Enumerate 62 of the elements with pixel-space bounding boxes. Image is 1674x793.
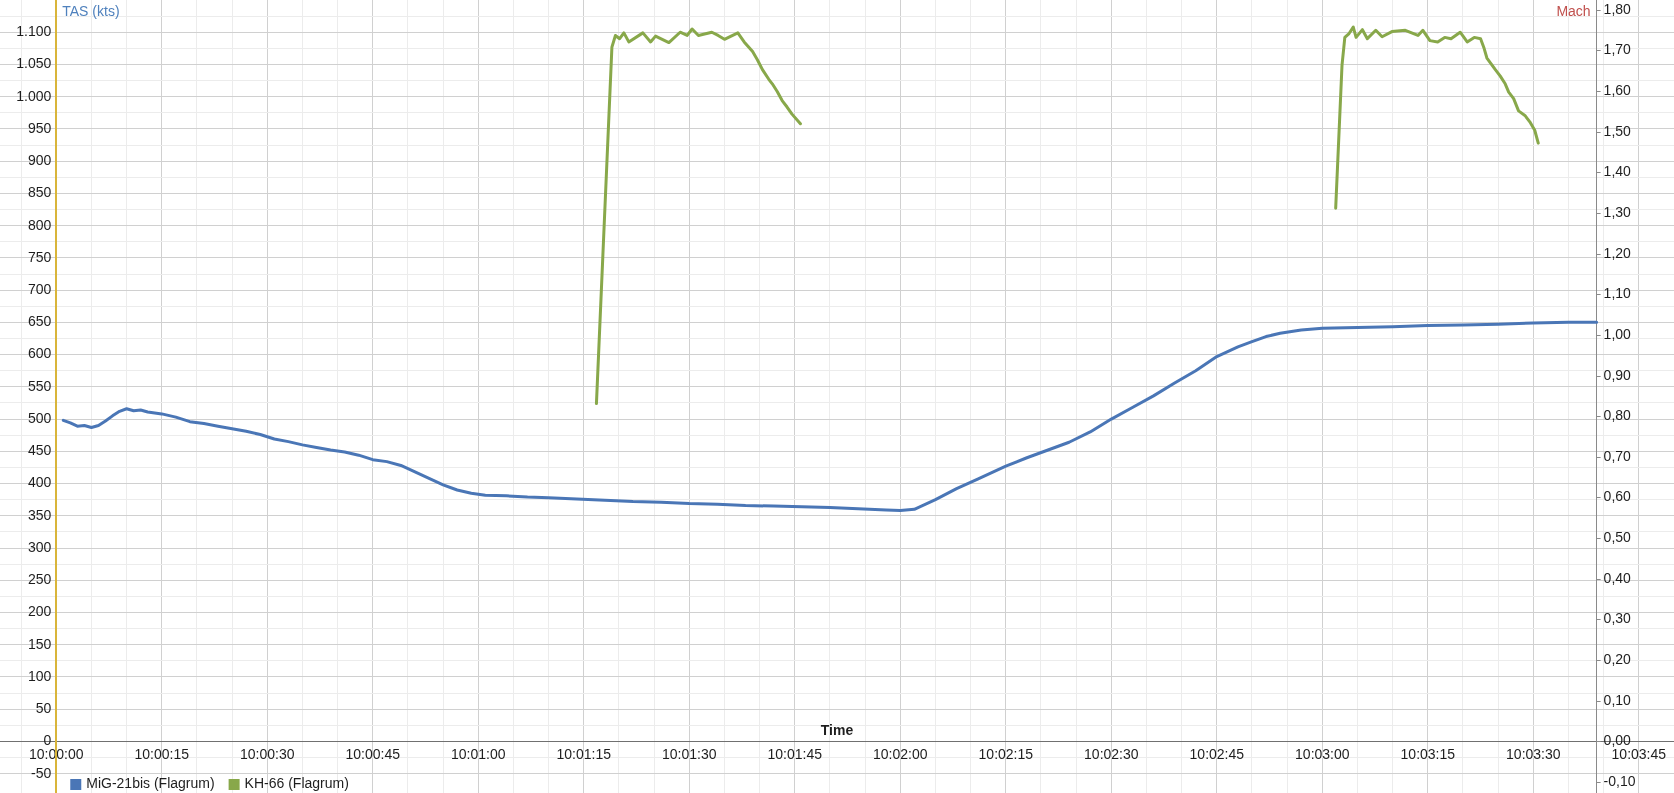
y-tick-label: 300	[27, 538, 52, 555]
y2-tick-label: 1,00	[1603, 326, 1632, 343]
y2-tick-label: 0,60	[1603, 488, 1632, 505]
y-tick-label: 950	[27, 119, 52, 136]
x-tick-label: 10:02:30	[1084, 745, 1139, 762]
y2-tick-label: 1,20	[1603, 245, 1632, 262]
y-tick-label: -50	[31, 764, 52, 781]
y2-tick-label: 0,70	[1603, 448, 1632, 465]
y2-tick-label: 1,10	[1603, 285, 1632, 302]
y-tick-label: 600	[27, 345, 52, 362]
y2-tick-label: 1,50	[1603, 123, 1632, 140]
y-tick-label: 400	[27, 474, 52, 491]
y-tick-label: 650	[27, 313, 52, 330]
x-tick-label: 10:02:15	[978, 745, 1034, 762]
y-tick-label: 1.050	[16, 55, 52, 72]
x-tick-label: 10:03:30	[1506, 745, 1561, 762]
y-tick-label: 1.000	[16, 87, 52, 104]
x-tick-label: 10:03:00	[1295, 745, 1350, 762]
y-tick-label: 250	[27, 571, 52, 588]
y-tick-label: 200	[27, 603, 52, 620]
x-tick-label: 10:00:30	[240, 745, 295, 762]
y-tick-label: 1.100	[16, 23, 52, 40]
x-tick-label: 10:00:45	[345, 745, 401, 762]
y2-tick-label: 0,40	[1603, 570, 1632, 587]
y-tick-label: 50	[35, 700, 52, 717]
y2-tick-label: 1,30	[1603, 204, 1632, 221]
y-tick-label: 800	[27, 216, 52, 233]
y2-tick-label: 0,30	[1603, 610, 1632, 627]
x-tick-label: 10:03:45	[1611, 745, 1667, 762]
y-tick-label: 750	[27, 248, 52, 265]
y-tick-label: 100	[27, 667, 52, 684]
x-tick-label: 10:03:15	[1400, 745, 1456, 762]
y-tick-label: 150	[27, 635, 52, 652]
y-axis-title: TAS (kts)	[62, 2, 120, 19]
y2-tick-label: 0,90	[1603, 367, 1632, 384]
y-tick-label: 900	[27, 152, 52, 169]
x-tick-label: 10:01:00	[451, 745, 506, 762]
y2-tick-label: 1,60	[1603, 82, 1632, 99]
legend-label: MiG-21bis (Flagrum)	[86, 774, 215, 791]
y-tick-label: 500	[27, 409, 52, 426]
x-tick-label: 10:01:45	[767, 745, 823, 762]
x-tick-label: 10:00:15	[134, 745, 190, 762]
y-tick-label: 700	[27, 280, 52, 297]
x-tick-label: 10:02:45	[1189, 745, 1245, 762]
y2-tick-label: 0,80	[1603, 407, 1632, 424]
y2-tick-label: 1,40	[1603, 163, 1632, 180]
y2-tick-label: 1,80	[1603, 1, 1632, 18]
y2-tick-label: 0,20	[1603, 651, 1632, 668]
y2-tick-label: -0,10	[1603, 773, 1636, 790]
x-tick-label: 10:01:15	[556, 745, 612, 762]
y-tick-label: 350	[27, 506, 52, 523]
y-tick-label: 450	[27, 442, 52, 459]
x-axis-title: Time	[820, 722, 854, 739]
y2-tick-label: 1,70	[1603, 41, 1632, 58]
x-tick-label: 10:02:00	[873, 745, 928, 762]
y-tick-label: 850	[27, 184, 52, 201]
x-tick-label: 10:01:30	[662, 745, 717, 762]
y2-tick-label: 0,10	[1603, 692, 1632, 709]
y2-tick-label: 0,50	[1603, 529, 1632, 546]
y-tick-label: 550	[27, 377, 52, 394]
legend-label: KH-66 (Flagrum)	[244, 774, 349, 791]
y2-axis-title: Mach	[1556, 2, 1591, 19]
